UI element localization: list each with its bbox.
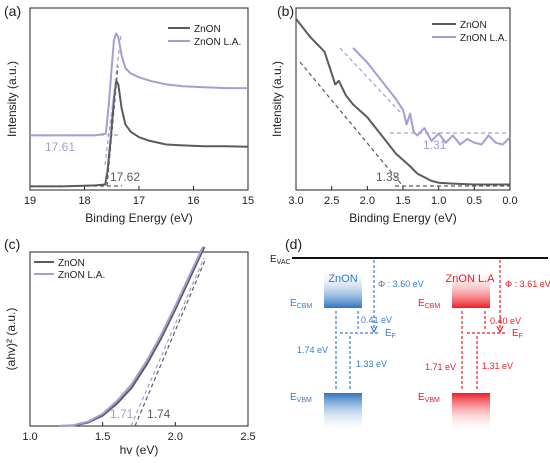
vacuum-level-label: EVAC [270,254,291,266]
panel-c-legend-label-la: ZnON L.A. [58,270,105,281]
panel-c-annotation-zno: 1.74 [147,407,171,421]
zno-ef-label: EF [385,328,396,340]
panel-a-legend-label-zno: ZnON [194,24,221,35]
panel-c-frame [29,251,249,427]
zno-ef-vbm-value: 1.33 eV [356,359,387,369]
panel-c-label: (c) [4,236,20,252]
zno-la-cbm-block [452,268,490,308]
zno-cbm-block [324,268,362,308]
panel-a-ticks: 19 18 17 16 15 [24,186,254,207]
panel-b-xtick-label: 1.5 [395,195,410,207]
panel-a-xlabel: Binding Energy (eV) [85,211,192,225]
panel-c-xlabel: hv (eV) [120,443,159,457]
zno-la-gap-value: 1.71 eV [425,362,456,372]
zno-gap-value: 1.74 eV [297,345,328,355]
panel-b-ylabel: Intensity (a.u.) [270,61,284,137]
zno-la-ef-vbm-value: 1.31 eV [482,361,513,371]
panel-b-zno-tangent [299,61,403,186]
panel-c-xtick-label: 2.5 [240,431,255,443]
zno-title: ZnON [328,273,357,285]
panel-c-series-zno-la-line [59,246,204,427]
panel-b-ticks: 3.0 2.5 2.0 1.5 1.0 0.5 0.0 [288,186,518,207]
zno-cbm-ef-value: 0.41 eV [361,315,392,325]
zno-la-cbm-ef-value: 0.40 eV [490,316,521,326]
zno-la-phi-arrowhead [496,325,504,334]
zno-la-vbm-block [452,393,490,433]
panel-a-annotation-la: 17.61 [45,140,75,154]
panel-a-legend: ZnON ZnON L.A. [168,24,241,48]
panel-c-la-tangent [130,257,205,427]
panel-c: (c) (ahv)² (a.u.) hv (eV) 1.0 1.5 2.0 2.5 1… [4,236,256,457]
panel-c-ylabel: (ahv)² (a.u.) [4,308,18,371]
zno-la-evbm-label: EVBM [418,392,440,404]
panel-c-legend-label-zno: ZnON [58,258,85,269]
panel-a-frame [29,7,249,191]
panel-b-xtick-label: 2.0 [360,195,375,207]
panel-c-legend: ZnON ZnON L.A. [34,258,105,281]
panel-b-annotation-zno: 1.33 [376,170,400,184]
panel-c-annotation-la: 1.71 [110,407,134,421]
panel-b-series-zno-la-line [352,47,511,146]
panel-a-xtick-label: 15 [242,195,254,207]
panel-a-xtick-label: 19 [24,195,36,207]
panel-c-series [59,246,206,427]
band-zno-la: ZnON L.A ECBM EVBM EF Φ : 3.61 eV 0.40 e… [418,260,550,433]
panel-a: (a) Intensity (a.u.) Binding Energy (eV)… [4,3,254,225]
zno-evbm-label: EVBM [290,392,312,404]
panel-b-xtick-label: 0.5 [467,195,482,207]
panel-b-label: (b) [277,3,294,19]
zno-phi-arrowhead [370,325,378,334]
panel-b-legend: ZnON ZnON L.A. [432,20,507,44]
zno-la-title: ZnON L.A [446,273,496,285]
panel-b-xtick-label: 0.0 [502,195,517,207]
panel-b-series [295,18,511,186]
panel-c-zno-tangent [134,257,207,427]
panel-b-legend-label-la: ZnON L.A. [460,33,507,44]
panel-a-xtick-label: 18 [78,195,90,207]
zno-phi-value: Φ : 3.60 eV [378,279,424,289]
panel-a-series [30,32,249,188]
panel-c-xtick-label: 1.0 [22,431,37,443]
panel-a-series-zno-la-line [30,32,248,137]
panel-b: (b) Intensity (a.u.) Binding Energy (eV)… [270,3,518,225]
panel-a-la-tangent [104,34,122,166]
panel-b-la-tangent [339,47,401,113]
panel-a-zno-tangent [106,65,119,187]
panel-a-legend-label-la: ZnON L.A. [194,37,241,48]
panel-a-xtick-label: 17 [133,195,145,207]
panel-a-series-zno-line [30,79,249,188]
panel-b-xtick-label: 1.0 [431,195,446,207]
panel-a-xtick-label: 16 [187,195,199,207]
panel-c-xtick-label: 2.0 [168,431,183,443]
panel-a-annotation-zno: 17.62 [110,170,140,184]
panel-d-label: (d) [285,236,302,252]
panel-c-xtick-label: 1.5 [95,431,110,443]
band-zno: ZnON ECBM EVBM EF Φ : 3.60 eV 0.41 eV 1.… [290,260,424,433]
panel-b-xlabel: Binding Energy (eV) [349,211,456,225]
panel-b-xtick-label: 3.0 [288,195,303,207]
panel-d-band-diagram: (d) EVAC ZnON ECBM EVBM EF Φ : 3.60 eV 0… [270,236,550,433]
zno-ecbm-label: ECBM [290,298,312,310]
zno-la-ef-label: EF [512,328,523,340]
zno-vbm-block [324,393,362,433]
panel-a-label: (a) [4,3,21,19]
panel-b-legend-label-zno: ZnON [460,20,487,31]
panel-b-series-zno-line [295,18,510,186]
panel-b-xtick-label: 2.5 [324,195,339,207]
panel-c-ticks: 1.0 1.5 2.0 2.5 [22,422,256,443]
zno-la-phi-value: Φ : 3.61 eV [505,279,550,289]
zno-la-ecbm-label: ECBM [418,298,440,310]
panel-b-annotation-la: 1.31 [423,138,447,152]
panel-a-ylabel: Intensity (a.u.) [5,61,19,137]
